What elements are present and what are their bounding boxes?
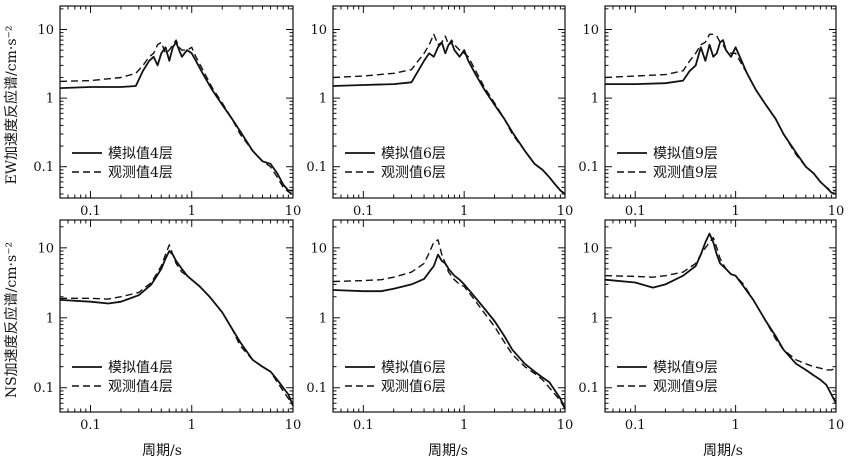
x-tick-label: 1 — [460, 204, 468, 219]
y-axis-title-ew: EW加速度反应谱/cm·s⁻² — [3, 25, 20, 184]
x-tick-label: 10 — [557, 204, 574, 219]
x-tick-label: 10 — [557, 418, 574, 433]
plot-frame — [604, 5, 837, 199]
legend-label: 观测值6层 — [381, 379, 446, 395]
y-tick-label: 1 — [319, 92, 327, 107]
y-tick-label: 10 — [582, 23, 599, 38]
x-tick-label: 10 — [285, 204, 302, 219]
plot-frame — [332, 5, 566, 199]
y-tick-label: 10 — [310, 23, 327, 38]
x-tick-label: 1 — [188, 418, 196, 433]
plot-frame — [604, 219, 837, 413]
series-line-1 — [332, 253, 566, 410]
x-axis-title-3: 周期/s — [703, 443, 743, 459]
x-tick-label: 0.1 — [625, 418, 646, 433]
y-tick-label: 0.1 — [306, 160, 327, 175]
series-line-2 — [332, 239, 566, 410]
x-tick-label: 0.1 — [353, 418, 374, 433]
series-line-1 — [59, 41, 293, 192]
y-tick-label: 1 — [591, 92, 599, 107]
x-axis-title-1: 周期/s — [142, 443, 182, 459]
series-line-1 — [605, 39, 837, 195]
y-tick-label: 10 — [37, 241, 54, 256]
x-tick-label: 10 — [828, 418, 845, 433]
y-tick-label: 1 — [319, 311, 327, 326]
y-tick-label: 10 — [582, 241, 599, 256]
legend-label: 观测值4层 — [108, 379, 173, 395]
y-tick-label: 0.1 — [306, 381, 327, 396]
series-line-1 — [332, 41, 566, 195]
legend-label: 观测值9层 — [653, 165, 718, 181]
x-tick-label: 1 — [731, 204, 739, 219]
x-tick-label: 1 — [188, 204, 196, 219]
y-tick-label: 10 — [310, 241, 327, 256]
legend-label: 观测值6层 — [381, 165, 446, 181]
plot-frame — [332, 219, 566, 413]
series-line-2 — [332, 33, 566, 195]
series-line-2 — [604, 33, 836, 192]
y-tick-label: 0.1 — [33, 160, 54, 175]
series-line-2 — [59, 39, 294, 195]
x-tick-label: 1 — [731, 418, 739, 433]
y-tick-label: 1 — [591, 311, 599, 326]
x-tick-label: 1 — [460, 418, 468, 433]
x-tick-label: 0.1 — [353, 204, 374, 219]
plot-frame — [59, 5, 294, 199]
y-tick-label: 1 — [46, 311, 54, 326]
legend-label: 模拟值4层 — [108, 360, 173, 376]
y-tick-label: 0.1 — [33, 381, 54, 396]
x-tick-label: 0.1 — [80, 418, 101, 433]
x-tick-label: 0.1 — [625, 204, 646, 219]
series-line-2 — [604, 236, 837, 371]
legend-label: 观测值4层 — [108, 165, 173, 181]
y-tick-label: 0.1 — [578, 381, 599, 396]
plot-frame — [59, 219, 294, 413]
y-tick-label: 1 — [46, 92, 54, 107]
y-tick-label: 0.1 — [578, 160, 599, 175]
legend-label: 模拟值9层 — [653, 360, 718, 376]
y-axis-title-ns: NS加速度反应谱/cm·s⁻² — [3, 242, 20, 398]
legend-label: 观测值9层 — [653, 379, 718, 395]
legend-label: 模拟值4层 — [108, 146, 173, 162]
legend-label: 模拟值6层 — [381, 360, 446, 376]
legend-label: 模拟值9层 — [653, 146, 718, 162]
x-axis-title-2: 周期/s — [428, 443, 468, 459]
legend-label: 模拟值6层 — [381, 146, 446, 162]
x-tick-label: 10 — [285, 418, 302, 433]
series-line-2 — [60, 244, 294, 404]
x-tick-label: 0.1 — [80, 204, 101, 219]
x-tick-label: 10 — [828, 204, 845, 219]
series-line-1 — [59, 250, 294, 407]
y-tick-label: 10 — [37, 23, 54, 38]
